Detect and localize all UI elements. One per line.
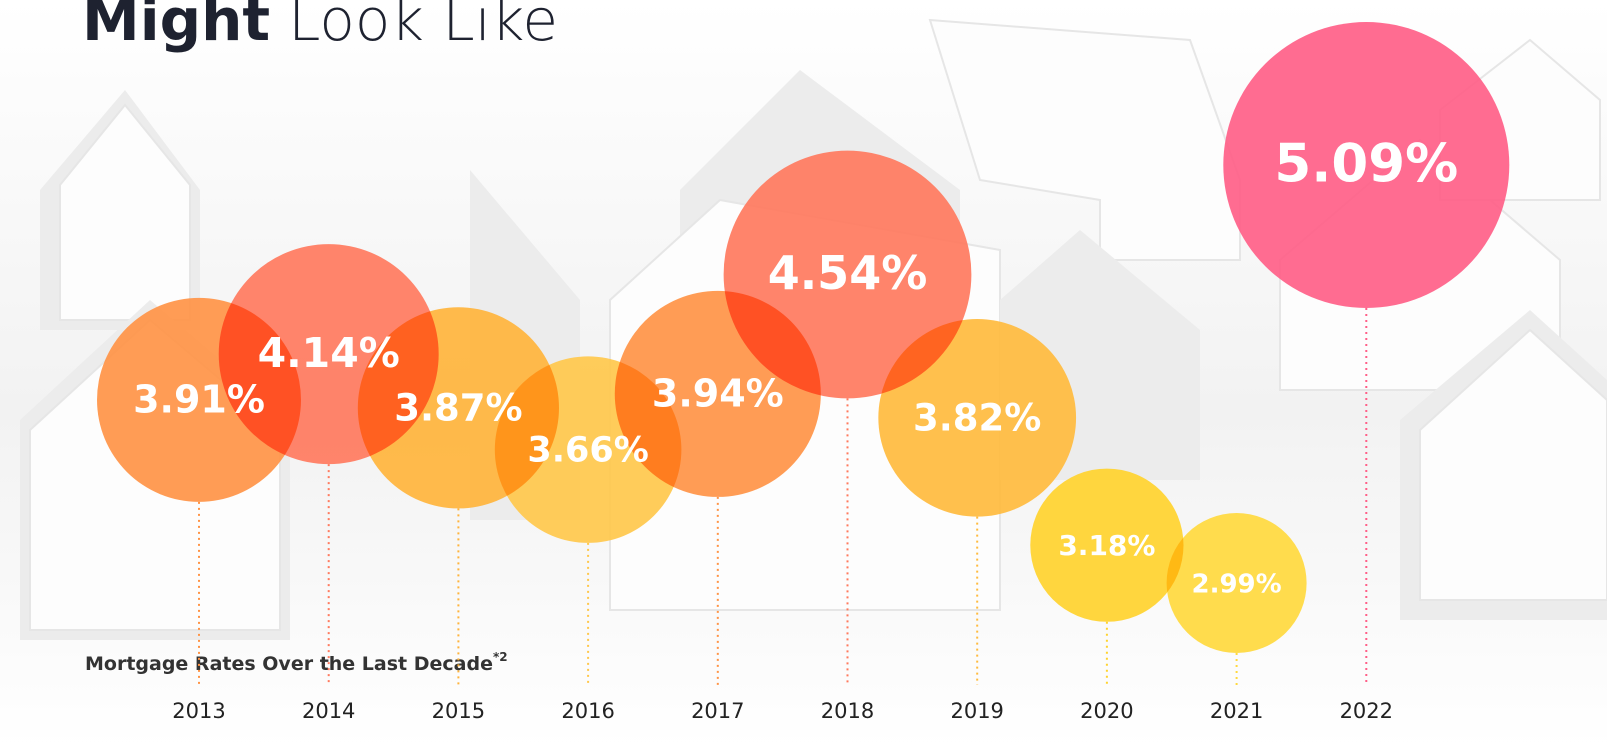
value-label: 3.82%: [913, 396, 1041, 439]
bubble: [1030, 468, 1184, 622]
value-label: 4.14%: [258, 329, 400, 377]
x-tick-label: 2014: [302, 699, 355, 723]
value-label: 3.87%: [394, 386, 522, 429]
bubbles: [97, 22, 1510, 653]
value-label: 2.99%: [1191, 570, 1281, 600]
subtitle-text: Mortgage Rates Over the Last Decade: [85, 653, 493, 675]
x-tick-label: 2019: [950, 699, 1003, 723]
x-tick-label: 2017: [691, 699, 744, 723]
title-light: Look Like: [288, 0, 558, 54]
title: Might Look Like: [82, 0, 558, 54]
subtitle-note: *2: [493, 650, 508, 664]
value-label: 5.09%: [1274, 134, 1458, 195]
value-label: 3.91%: [133, 377, 265, 421]
x-tick-label: 2020: [1080, 699, 1133, 723]
title-strong: Might: [82, 0, 270, 54]
bubble: [723, 150, 972, 399]
value-label: 4.54%: [768, 246, 928, 300]
bubble: [1166, 513, 1307, 653]
value-label: 3.66%: [527, 431, 648, 471]
x-tick-label: 2015: [432, 699, 485, 723]
bubble: [1223, 22, 1510, 308]
subtitle: Mortgage Rates Over the Last Decade*2: [85, 650, 508, 675]
leader-lines: [198, 308, 1368, 685]
x-tick-label: 2016: [561, 699, 614, 723]
bubble: [878, 318, 1077, 517]
value-label: 3.18%: [1058, 529, 1155, 562]
value-label: 3.94%: [652, 371, 784, 415]
x-tick-label: 2022: [1340, 699, 1393, 723]
x-tick-label: 2021: [1210, 699, 1263, 723]
x-tick-label: 2013: [172, 699, 225, 723]
labels: 3.91% 2013 4.14% 2014 3.87% 2015 3.66% 2016 3.94…: [133, 134, 1458, 723]
x-tick-label: 2018: [821, 699, 874, 723]
